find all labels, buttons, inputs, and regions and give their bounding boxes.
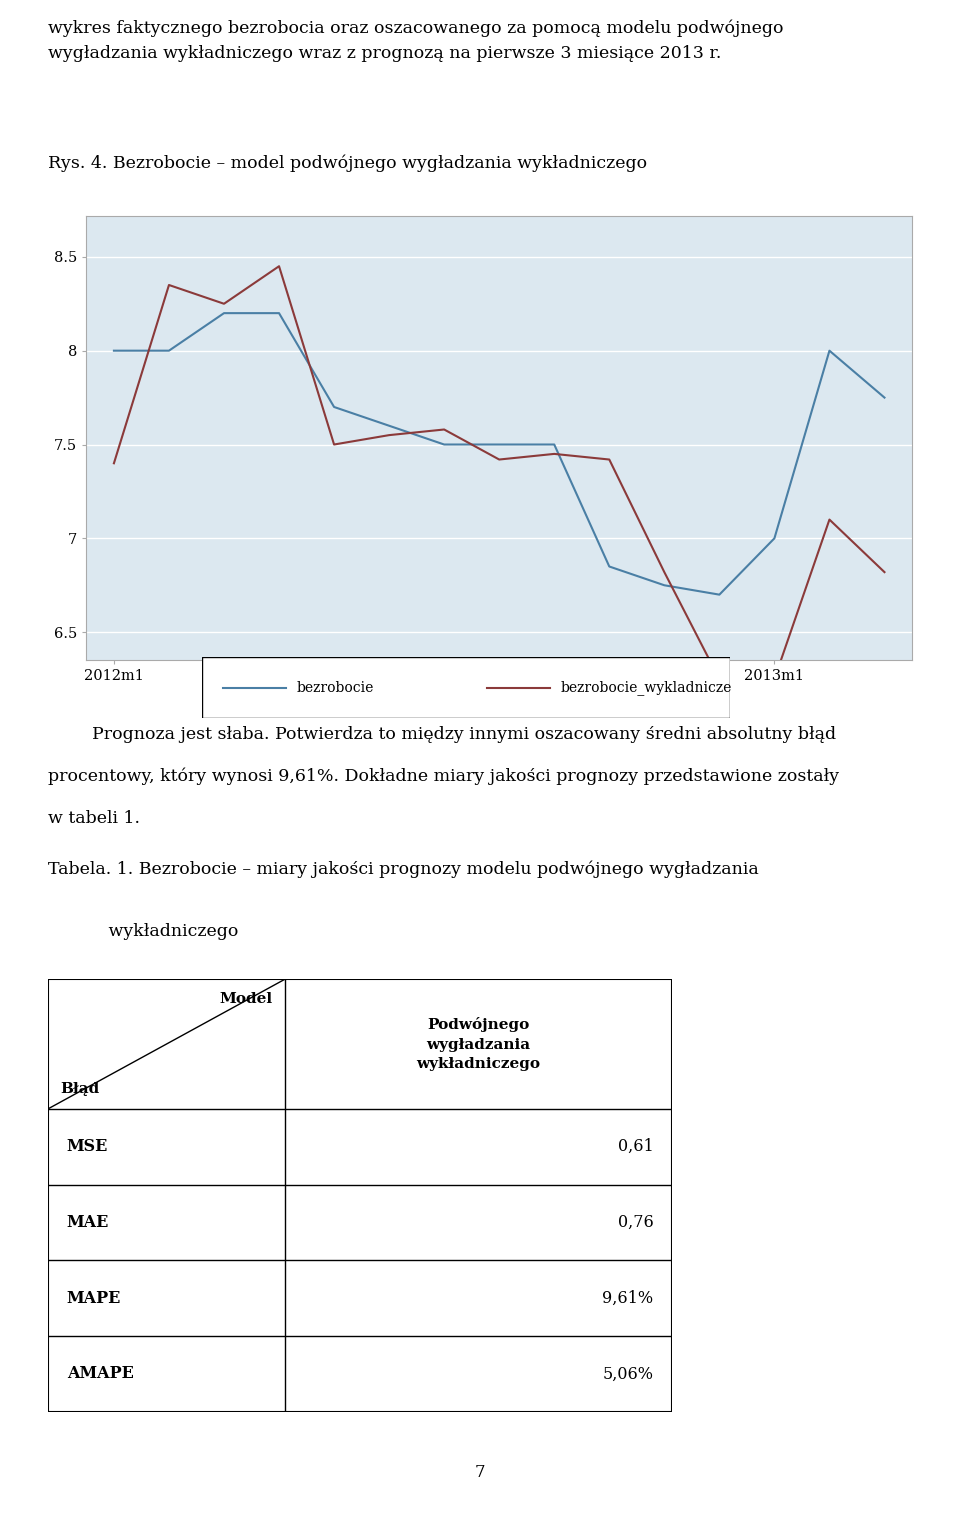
Text: Rys. 4. Bezrobocie – model podwójnego wygładzania wykładniczego: Rys. 4. Bezrobocie – model podwójnego wy… (48, 155, 647, 173)
Text: w tabeli 1.: w tabeli 1. (48, 811, 140, 827)
Text: Błąd: Błąd (60, 1082, 100, 1096)
Text: MAE: MAE (66, 1214, 109, 1231)
Text: wykres faktycznego bezrobocia oraz oszacowanego za pomocą modelu podwójnego
wygł: wykres faktycznego bezrobocia oraz oszac… (48, 20, 783, 62)
Text: Model: Model (220, 993, 273, 1006)
Text: MSE: MSE (66, 1138, 108, 1155)
Text: Tabela. 1. Bezrobocie – miary jakości prognozy modelu podwójnego wygładzania: Tabela. 1. Bezrobocie – miary jakości pr… (48, 861, 758, 879)
Text: 7: 7 (474, 1463, 486, 1482)
Text: AMAPE: AMAPE (66, 1365, 133, 1383)
Text: 0,61: 0,61 (617, 1138, 654, 1155)
Text: 9,61%: 9,61% (602, 1290, 654, 1307)
Text: bezrobocie: bezrobocie (297, 680, 374, 695)
Text: 0,76: 0,76 (617, 1214, 654, 1231)
Text: MAPE: MAPE (66, 1290, 121, 1307)
Text: Prognoza jest słaba. Potwierdza to między innymi oszacowany średni absolutny błą: Prognoza jest słaba. Potwierdza to międz… (48, 726, 836, 742)
Text: 5,06%: 5,06% (602, 1365, 654, 1383)
Text: bezrobocie_wykladnicze: bezrobocie_wykladnicze (561, 680, 732, 695)
Text: Podwójnego
wygładzania
wykładniczego: Podwójnego wygładzania wykładniczego (417, 1017, 540, 1072)
Text: wykładniczego: wykładniczego (48, 923, 238, 940)
Text: procentowy, który wynosi 9,61%. Dokładne miary jakości prognozy przedstawione zo: procentowy, który wynosi 9,61%. Dokładne… (48, 768, 839, 785)
X-axis label: miesiac: miesiac (470, 689, 528, 703)
